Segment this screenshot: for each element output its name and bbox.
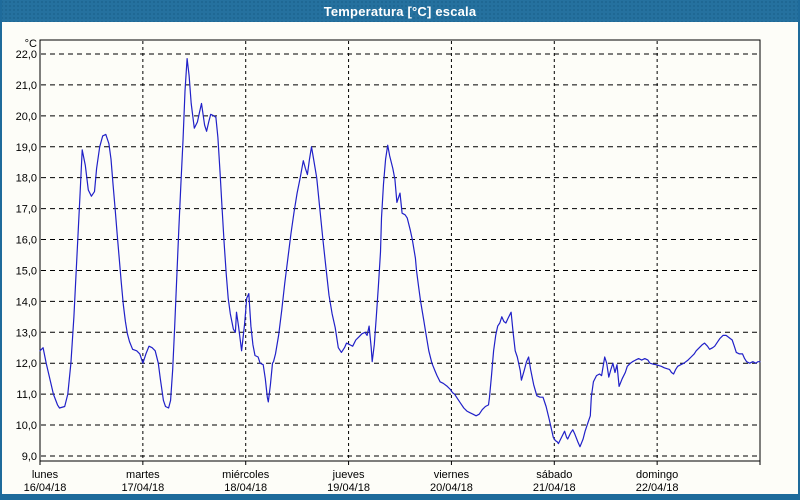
y-tick-label: 10,0 [16,420,37,432]
y-gridlines-and-labels: 22,0 21,0 20,0 19,0 18,0 17,0 16,0 15,0 14,0 13,0… [16,38,759,463]
y-tick-label: 15,0 [16,265,37,277]
day-name-label: miércoles [222,469,270,481]
day-date-label: 22/04/18 [636,482,679,494]
y-tick-label: 20,0 [16,111,37,123]
y-tick-label: 16,0 [16,235,37,247]
y-tick-label: 17,0 [16,204,37,216]
y-tick-label: 11,0 [16,389,37,401]
window-titlebar: Temperatura [°C] escala [2,0,798,22]
y-tick-label: 9,0 [22,451,37,463]
y-tick-label: 13,0 [16,327,37,339]
y-tick-label: 12,0 [16,358,37,370]
y-tick-label: 22,0 [16,49,37,61]
y-tick-label: 19,0 [16,142,37,154]
day-date-label: 19/04/18 [327,482,370,494]
plot-frame [39,39,761,462]
temperature-series-line [39,57,761,448]
day-name-label: viernes [434,469,470,481]
y-tick-label: 14,0 [16,296,37,308]
y-tick-label: 21,0 [16,80,37,92]
y-axis-unit: °C [25,38,37,50]
y-tick-label: 18,0 [16,173,37,185]
day-name-label: domingo [636,469,678,481]
day-date-label: 20/04/18 [430,482,473,494]
chart-area: 22,0 21,0 20,0 19,0 18,0 17,0 16,0 15,0 14,0 13,0… [2,22,798,494]
day-name-label: jueves [332,469,365,481]
window-title: Temperatura [°C] escala [323,3,477,19]
x-gridlines [39,41,761,465]
temperature-line-chart: 22,0 21,0 20,0 19,0 18,0 17,0 16,0 15,0 14,0 13,0… [16,38,761,494]
day-date-label: 16/04/18 [24,482,67,494]
day-name-label: sábado [536,469,572,481]
day-name-label: lunes [32,469,59,481]
day-name-label: martes [126,469,160,481]
day-date-label: 18/04/18 [224,482,267,494]
day-date-label: 21/04/18 [533,482,576,494]
day-date-label: 17/04/18 [121,482,164,494]
